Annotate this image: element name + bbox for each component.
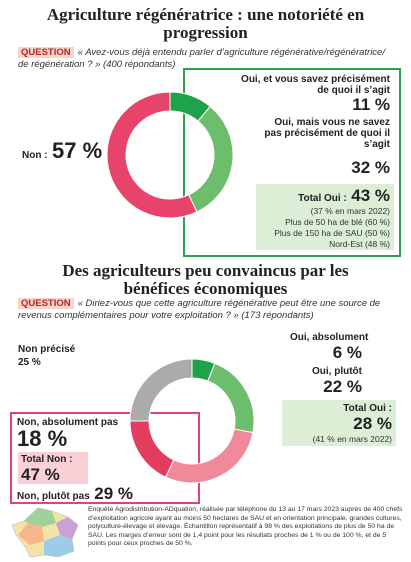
value-label: 6 % (332, 343, 362, 362)
footnote: Enquête Agrodistribution-ADquation, réal… (88, 506, 403, 547)
total-label: Total Non : (21, 454, 73, 465)
value-label: 57 % (52, 138, 103, 163)
total-value: 28 % (353, 414, 392, 433)
total-value: 47 % (21, 465, 60, 484)
note: Plus de 150 ha de SAU (50 %) (274, 228, 390, 238)
total-box: Total Non : 47 % (18, 452, 88, 484)
question-text: « Avez-vous déjà entendu parler d’agricu… (18, 47, 385, 70)
note: (37 % en mars 2022) (310, 206, 390, 216)
map-icon (11, 507, 79, 558)
category-label: Oui, absolument (290, 332, 369, 343)
total-box: Total Oui : 28 % (41 % en mars 2022) (282, 400, 396, 446)
total-notes: (41 % en mars 2022) (282, 434, 396, 445)
category-label: Oui, mais vous ne savez pas précisément … (264, 117, 390, 150)
donut-slice (207, 362, 255, 434)
value-label: 11 % (352, 95, 390, 114)
note: Nord-Est (48 %) (329, 239, 390, 249)
category-label: Non : (22, 150, 48, 161)
question-label: QUESTION (18, 298, 74, 309)
donut-slice (191, 358, 216, 382)
total-value: 43 % (351, 186, 390, 205)
question-label: QUESTION (18, 47, 74, 58)
value-label: 22 % (323, 377, 362, 396)
question: QUESTION « Diriez-vous que cette agricult… (18, 298, 396, 322)
total-label: Total Oui : (298, 193, 347, 204)
title: Des agriculteurs peu convaincus par les … (62, 261, 349, 298)
value-label: 18 % (17, 426, 68, 451)
no-label: Non : 57 % (22, 138, 102, 164)
category-label: Oui, plutôt (312, 366, 362, 377)
title: Agriculture régénératrice : une notoriét… (46, 5, 365, 42)
total-label: Total Oui : (343, 403, 392, 414)
category-label: Non, absolument pas (17, 417, 119, 428)
value-label: 29 % (94, 484, 133, 503)
category-label: Non, plutôt pas (17, 491, 90, 502)
note: (41 % en mars 2022) (312, 434, 392, 444)
value-label: 25 % (18, 357, 41, 368)
question: QUESTION « Avez-vous déjà entendu parler … (18, 47, 396, 71)
category-label: Oui, et vous savez précisément de quoi i… (241, 74, 390, 96)
note: Plus de 50 ha de blé (60 %) (285, 217, 390, 227)
total-notes: (37 % en mars 2022) Plus de 50 ha de blé … (256, 206, 394, 250)
category-label: Non précisé (18, 344, 76, 355)
value-label: 32 % (351, 158, 390, 177)
total-box: Total Oui : 43 % (37 % en mars 2022) Plus… (256, 184, 394, 250)
no-label: Non, plutôt pas 29 % (17, 484, 133, 504)
question-text: « Diriez-vous que cette agriculture régé… (18, 298, 381, 321)
